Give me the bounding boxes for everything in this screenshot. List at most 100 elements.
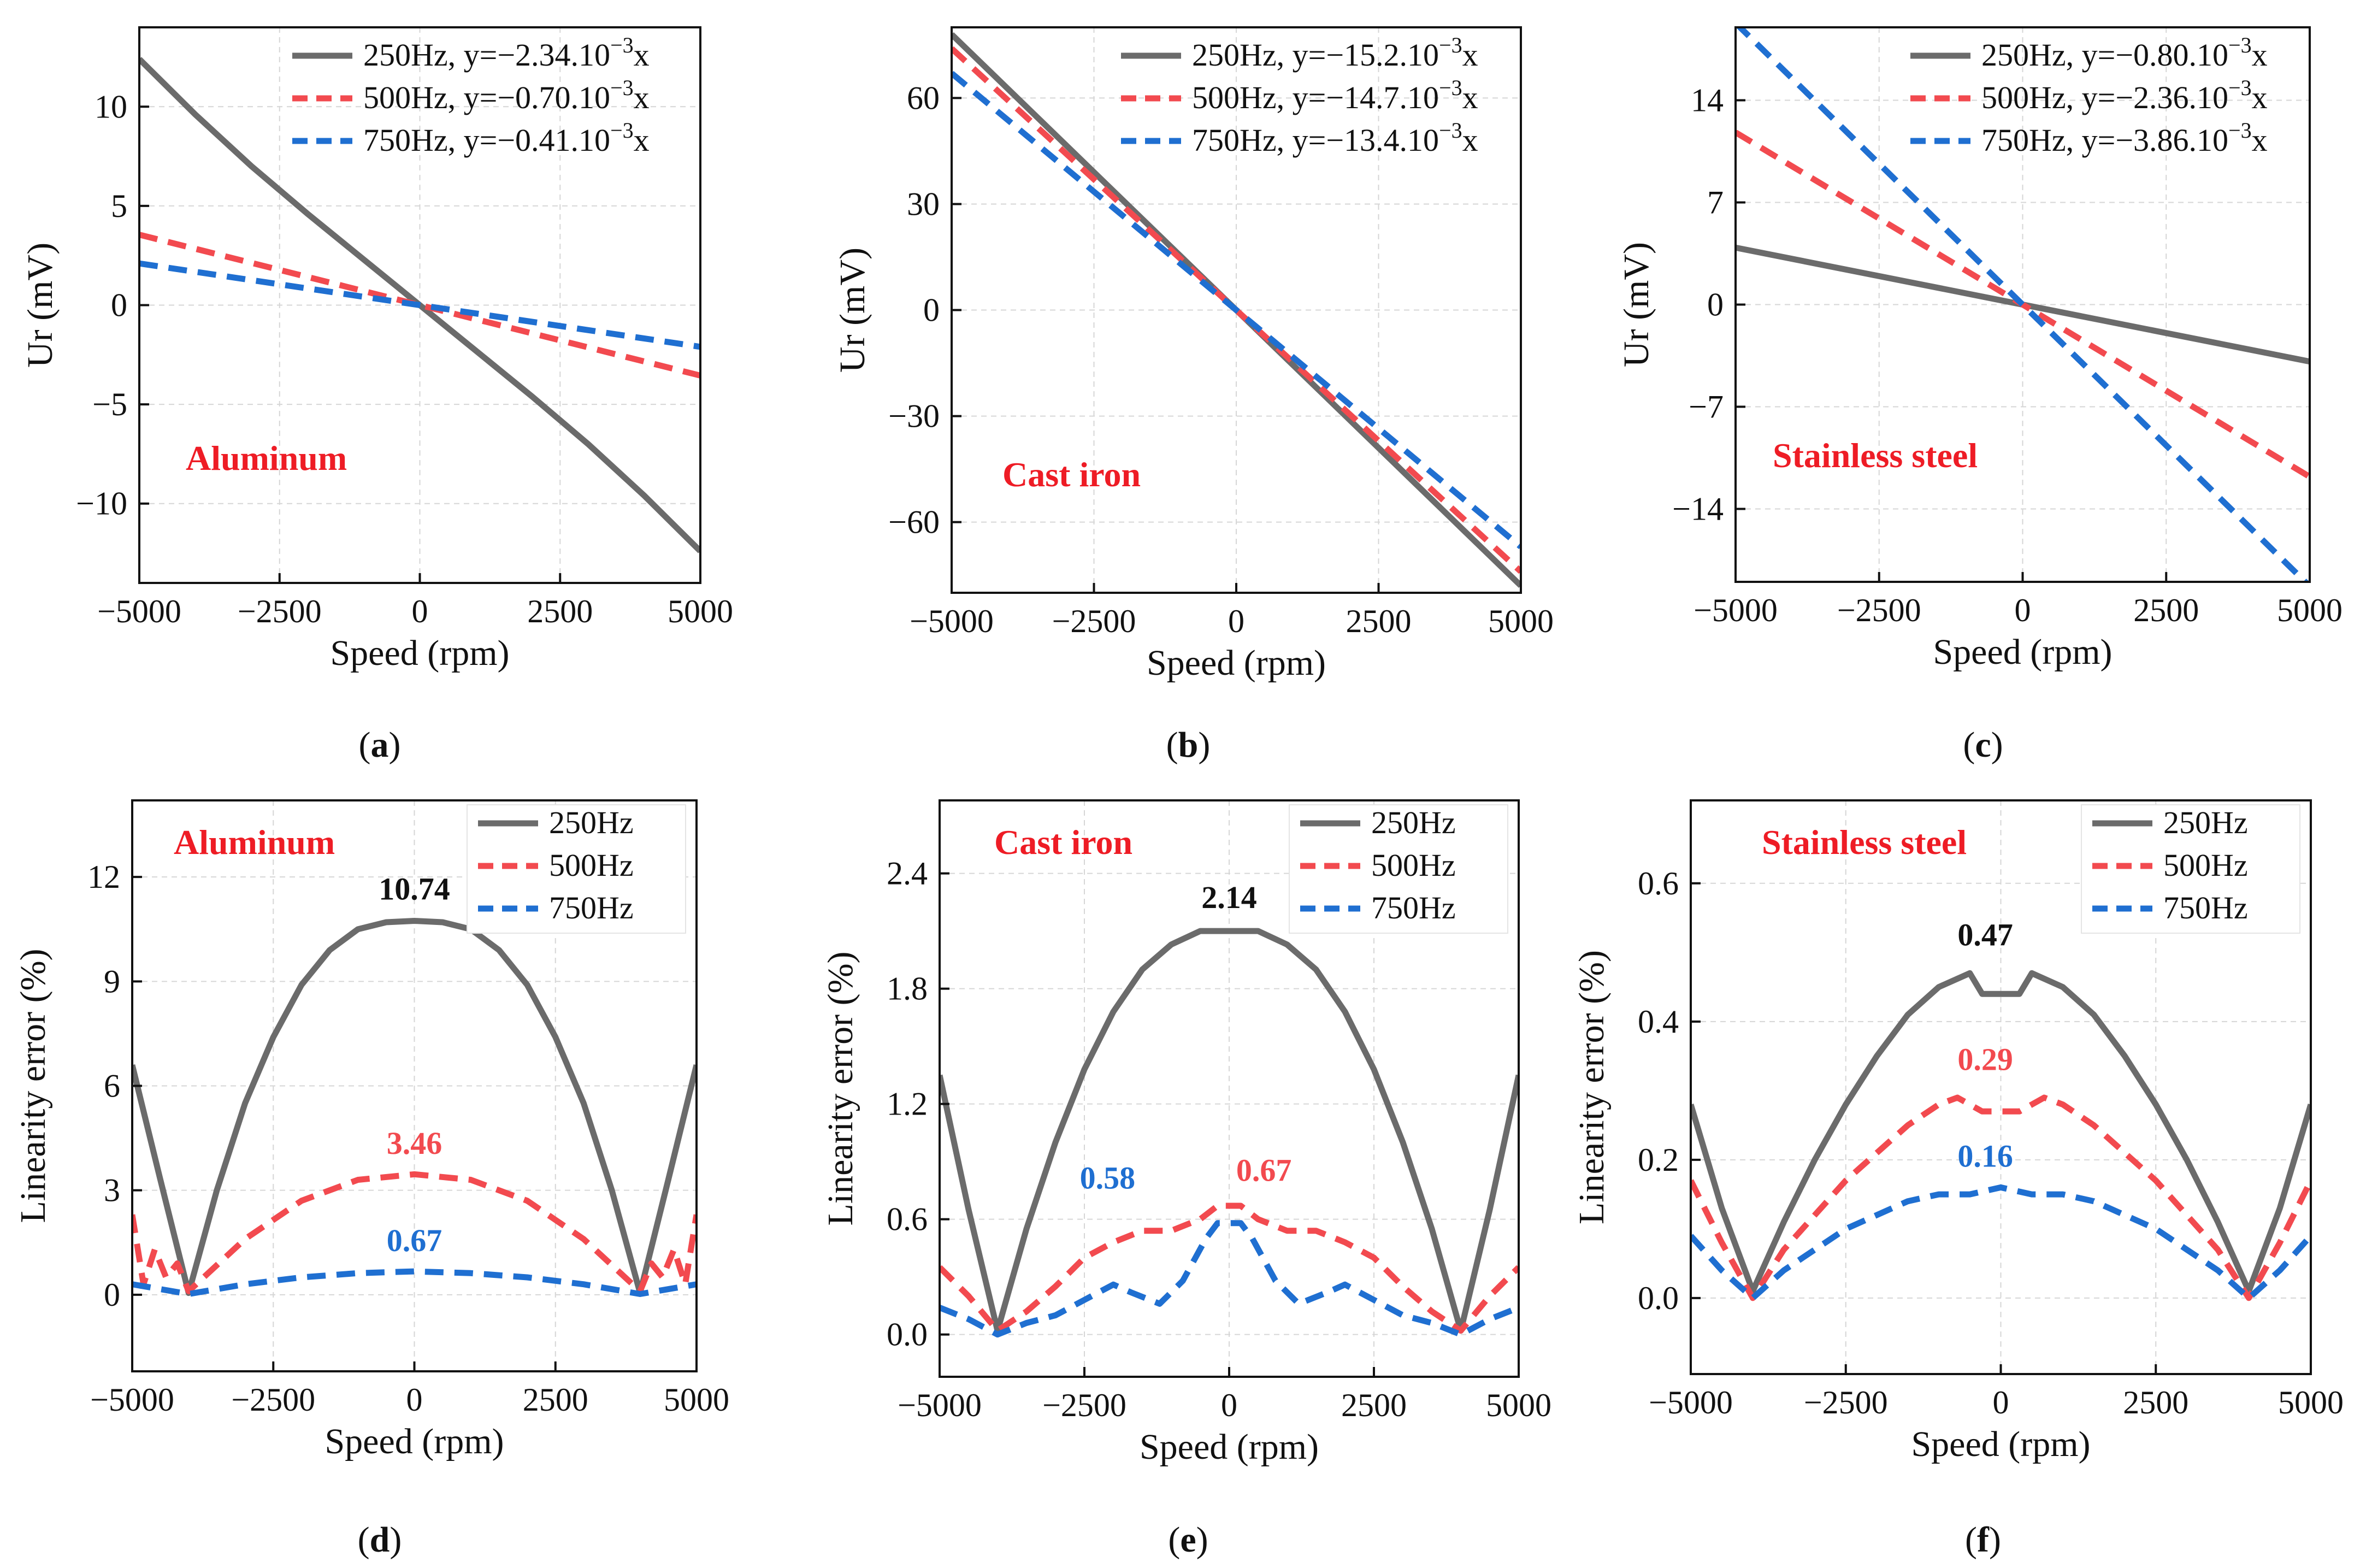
x-tick-label: 5000	[1488, 603, 1554, 639]
y-tick-label: 60	[907, 80, 940, 116]
panel-b: −5000 −2500 0 2500 5000 −60 −30 0 30 60 Speed (rpm…	[833, 26, 1554, 765]
panel-caption: (c)	[1963, 725, 2003, 765]
panel-caption-part: )	[1198, 725, 1210, 765]
x-tick-label: −5000	[90, 1382, 174, 1418]
material-label: Cast iron	[994, 823, 1132, 862]
x-tick-label: 5000	[2278, 1384, 2344, 1420]
y-tick-label: 10	[95, 89, 127, 125]
y-tick-label: 0	[1707, 287, 1724, 323]
value-annotation: 3.46	[387, 1125, 442, 1161]
material-label: Stainless steel	[1773, 436, 1978, 475]
series-line-500Hz	[940, 1202, 1519, 1334]
panel-caption-part: )	[1196, 1520, 1208, 1560]
y-axis-title: Linearity error (%)	[13, 948, 53, 1223]
material-label: Stainless steel	[1762, 823, 1967, 862]
legend-exponent: −3	[2228, 118, 2252, 143]
legend-label: 250Hz, y=−0.80.10−3x	[1981, 33, 2268, 73]
legend-suffix: x	[1462, 122, 1478, 158]
x-tick-label: −2500	[1042, 1387, 1126, 1423]
series-line-250Hz	[1691, 970, 2311, 1294]
x-tick-label: −5000	[910, 603, 994, 639]
x-axis-title: Speed (rpm)	[1140, 1427, 1319, 1467]
legend-label: 500Hz	[549, 847, 634, 883]
series-line-250Hz	[940, 928, 1519, 1334]
value-annotation: 0.67	[387, 1223, 442, 1258]
y-tick-label: −7	[1689, 388, 1724, 425]
y-tick-label: 1.2	[887, 1086, 928, 1122]
x-tick-label: −5000	[1649, 1384, 1733, 1420]
panel-caption: (d)	[358, 1520, 402, 1560]
panel-a: −5000 −2500 0 2500 5000 −10 −5 0 5 10 Speed (rpm) U…	[20, 26, 733, 765]
x-tick-label: 2500	[2133, 592, 2199, 628]
legend-suffix: x	[2252, 80, 2268, 115]
y-tick-label: 30	[907, 186, 940, 222]
x-tick-label: −5000	[1694, 592, 1778, 628]
legend-exponent: −3	[1439, 33, 1462, 57]
legend-exponent: −3	[2228, 33, 2252, 57]
x-axis-title: Speed (rpm)	[1933, 632, 2112, 672]
panel-caption-part: )	[1991, 725, 2003, 765]
panel-e: −5000 −2500 0 2500 5000 0.0 0.6 1.2 1.8 2.4 Speed …	[821, 799, 1551, 1560]
y-tick-label: 6	[104, 1068, 120, 1104]
legend-exponent: −3	[2228, 75, 2252, 100]
x-tick-label: −2500	[231, 1382, 315, 1418]
panel-caption-part: (	[359, 725, 371, 765]
panel-caption: (a)	[359, 725, 401, 765]
x-tick-label: 0	[1228, 603, 1244, 639]
x-tick-label: −2500	[1837, 592, 1921, 628]
x-tick-label: 5000	[664, 1382, 729, 1418]
material-label: Aluminum	[174, 823, 335, 862]
legend-label: 750Hz	[2163, 890, 2248, 926]
panel-d: −5000 −2500 0 2500 5000 0 3 6 9 12 Speed (rpm) Line…	[13, 799, 729, 1560]
legend-exponent: −3	[610, 75, 634, 100]
y-tick-label: 1.8	[887, 971, 928, 1007]
y-tick-label: −5	[92, 386, 127, 422]
x-tick-label: 0	[412, 593, 428, 629]
x-tick-label: 2500	[523, 1382, 588, 1418]
x-axis-title: Speed (rpm)	[1911, 1424, 2090, 1464]
x-tick-label: 2500	[527, 593, 593, 629]
legend-exponent: −3	[1439, 75, 1462, 100]
y-tick-label: 14	[1691, 82, 1724, 119]
panel-caption-part: (	[1168, 1520, 1180, 1560]
value-annotation: 10.74	[379, 871, 450, 907]
x-tick-label: −2500	[1804, 1384, 1888, 1420]
panel-caption-part: (	[358, 1520, 370, 1560]
series-line-750Hz	[139, 260, 700, 350]
legend-label: 750Hz, y=−0.41.10−3x	[363, 118, 650, 158]
y-tick-label: 0.4	[1638, 1004, 1679, 1040]
y-tick-label: −30	[888, 398, 940, 434]
legend-label: 250Hz	[2163, 805, 2248, 840]
legend-label: 500Hz	[2163, 847, 2248, 883]
series-line-500Hz	[139, 232, 700, 379]
panel-c: −5000 −2500 0 2500 5000 −14 −7 0 7 14 Speed (rpm) U…	[1616, 26, 2343, 765]
y-tick-label: 0.0	[887, 1317, 928, 1353]
panel-caption-part: e	[1180, 1520, 1196, 1560]
y-tick-label: 5	[111, 188, 127, 224]
legend-suffix: x	[634, 80, 650, 115]
panel-caption-part: (	[1965, 1520, 1977, 1560]
series-line-750Hz	[952, 70, 1521, 550]
x-tick-label: 2500	[1341, 1387, 1407, 1423]
y-tick-label: −14	[1672, 491, 1724, 527]
panel-caption-part: c	[1975, 725, 1991, 765]
panel-f: −5000 −2500 0 2500 5000 0.0 0.2 0.4 0.6 Speed (rp…	[1572, 799, 2344, 1560]
y-tick-label: 9	[104, 963, 120, 999]
panel-caption: (b)	[1166, 725, 1211, 765]
series-line-750Hz	[1691, 1184, 2311, 1301]
x-tick-label: −2500	[238, 593, 322, 629]
panel-caption: (f)	[1965, 1520, 2001, 1560]
series-line-750Hz	[940, 1220, 1519, 1338]
legend-label: 750Hz, y=−13.4.10−3x	[1192, 118, 1478, 158]
y-axis-title: Ur (mV)	[1616, 242, 1656, 367]
legend-label: 250Hz	[549, 805, 634, 840]
y-tick-label: 2.4	[887, 856, 928, 892]
legend-suffix: x	[634, 122, 650, 158]
x-tick-label: 0	[1993, 1384, 2009, 1420]
y-tick-label: 0.6	[1638, 865, 1679, 901]
x-axis-title: Speed (rpm)	[330, 633, 509, 673]
value-annotation: 0.29	[1957, 1041, 2013, 1077]
legend-label: 500Hz, y=−2.36.10−3x	[1981, 75, 2268, 115]
x-tick-label: 5000	[1486, 1387, 1551, 1423]
